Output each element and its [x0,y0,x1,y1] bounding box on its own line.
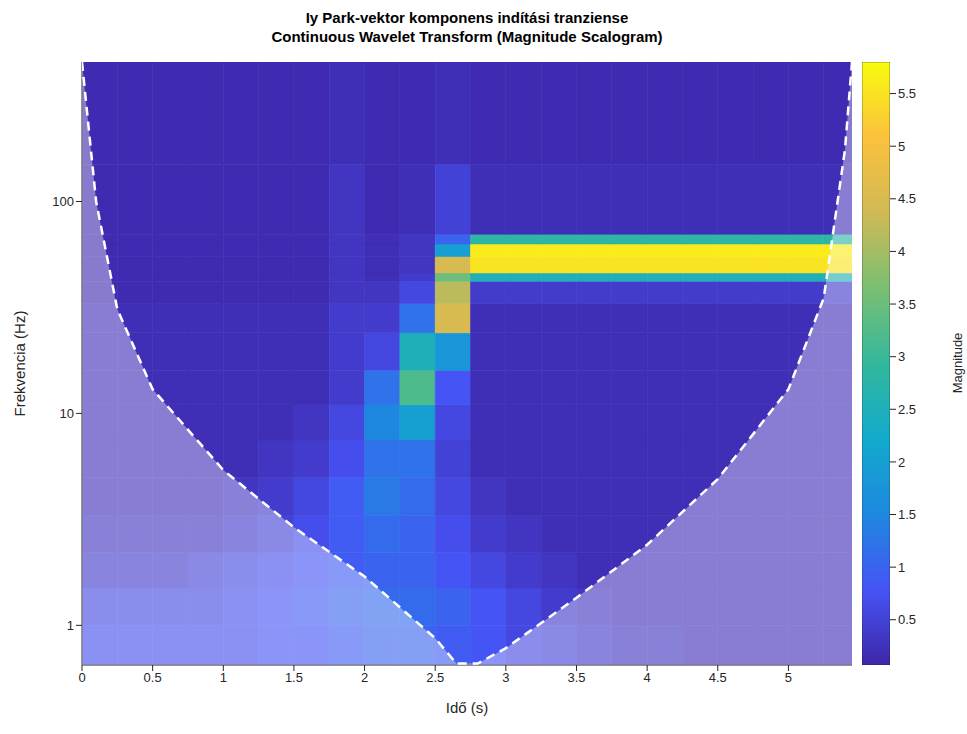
html-text:Magnitude: Magnitude [949,332,965,394]
svg-text:1: 1 [67,618,74,633]
svg-text:Frekvencia (Hz): Frekvencia (Hz) [11,311,28,417]
html-text:Iy Park-vektor komponens indít: Iy Park-vektor komponens indítási tranzi… [305,9,629,26]
svg-text:2: 2 [898,455,905,470]
html-text:Continuous Wavelet Transform (: Continuous Wavelet Transform (Magnitude … [271,28,663,45]
svg-text:1: 1 [220,670,227,685]
svg-text:2.5: 2.5 [898,402,916,417]
svg-text:0: 0 [78,670,85,685]
svg-text:1: 1 [898,560,905,575]
svg-text:0.5: 0.5 [898,612,916,627]
svg-text:Idő (s): Idő (s) [446,699,489,716]
svg-text:100: 100 [52,194,74,209]
svg-text:0.5: 0.5 [144,670,162,685]
svg-text:3: 3 [502,670,509,685]
svg-text:3.5: 3.5 [898,297,916,312]
svg-text:4: 4 [898,244,905,259]
svg-text:1.5: 1.5 [285,670,303,685]
svg-text:10: 10 [60,406,74,421]
svg-text:3.5: 3.5 [567,670,585,685]
svg-text:1.5: 1.5 [898,507,916,522]
svg-text:2.5: 2.5 [426,670,444,685]
svg-text:4.5: 4.5 [709,670,727,685]
svg-text:5: 5 [785,670,792,685]
svg-text:3: 3 [898,349,905,364]
svg-text:5: 5 [898,139,905,154]
svg-text:4.5: 4.5 [898,191,916,206]
svg-text:5.5: 5.5 [898,86,916,101]
svg-text:2: 2 [361,670,368,685]
svg-text:4: 4 [644,670,651,685]
